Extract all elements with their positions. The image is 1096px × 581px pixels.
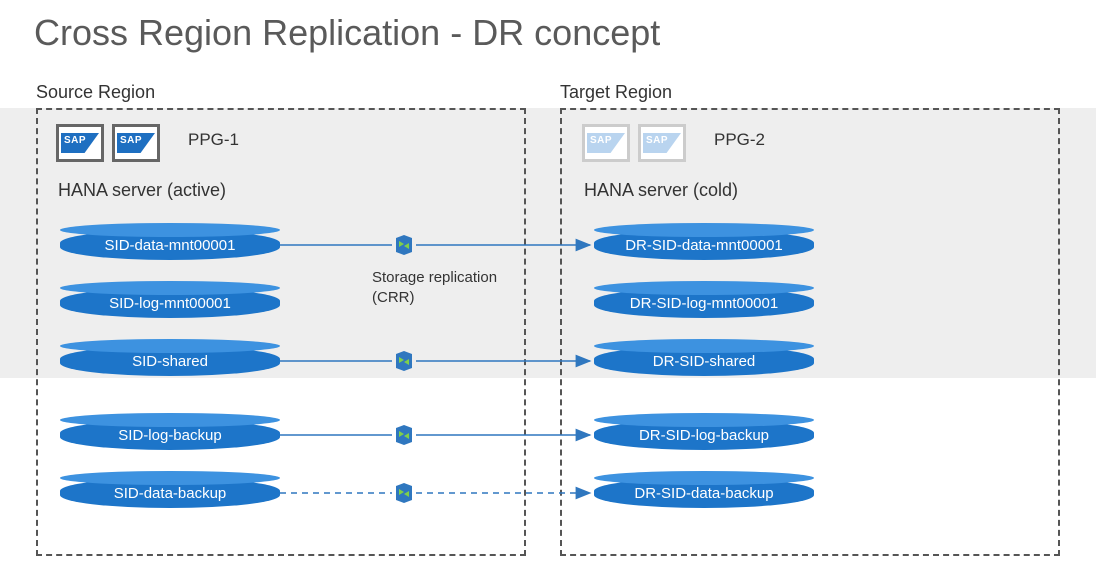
disk-label: DR-SID-log-mnt00001	[630, 295, 778, 312]
disk-label: DR-SID-data-backup	[634, 485, 773, 502]
source-disk: SID-shared	[60, 346, 280, 376]
sap-icon	[582, 124, 630, 162]
disk-label: SID-data-mnt00001	[105, 237, 236, 254]
sap-icon	[112, 124, 160, 162]
page-title: Cross Region Replication - DR concept	[34, 12, 660, 54]
disk-label: SID-data-backup	[114, 485, 227, 502]
sap-icon	[56, 124, 104, 162]
source-hana-label: HANA server (active)	[58, 180, 226, 201]
storage-replication-line1: Storage replication	[372, 269, 497, 286]
disk-label: DR-SID-log-backup	[639, 427, 769, 444]
storage-replication-line2: (CRR)	[372, 289, 415, 306]
source-ppg-label: PPG-1	[188, 130, 239, 150]
sap-icon	[638, 124, 686, 162]
disk-label: SID-log-backup	[118, 427, 221, 444]
storage-replication-label: Storage replication (CRR)	[372, 268, 497, 307]
target-region-label: Target Region	[560, 82, 672, 103]
replication-icon	[392, 347, 416, 375]
replication-icon	[392, 231, 416, 259]
target-disk: DR-SID-log-backup	[594, 420, 814, 450]
disk-label: SID-shared	[132, 353, 208, 370]
source-region-label: Source Region	[36, 82, 155, 103]
disk-label: DR-SID-shared	[653, 353, 756, 370]
target-ppg-label: PPG-2	[714, 130, 765, 150]
target-disk: DR-SID-log-mnt00001	[594, 288, 814, 318]
target-disk: DR-SID-shared	[594, 346, 814, 376]
target-disk: DR-SID-data-mnt00001	[594, 230, 814, 260]
replication-icon	[392, 421, 416, 449]
source-disk: SID-data-backup	[60, 478, 280, 508]
target-hana-label: HANA server (cold)	[584, 180, 738, 201]
disk-label: SID-log-mnt00001	[109, 295, 231, 312]
disk-label: DR-SID-data-mnt00001	[625, 237, 783, 254]
source-disk: SID-data-mnt00001	[60, 230, 280, 260]
source-disk: SID-log-mnt00001	[60, 288, 280, 318]
source-disk: SID-log-backup	[60, 420, 280, 450]
target-disk: DR-SID-data-backup	[594, 478, 814, 508]
replication-icon	[392, 479, 416, 507]
